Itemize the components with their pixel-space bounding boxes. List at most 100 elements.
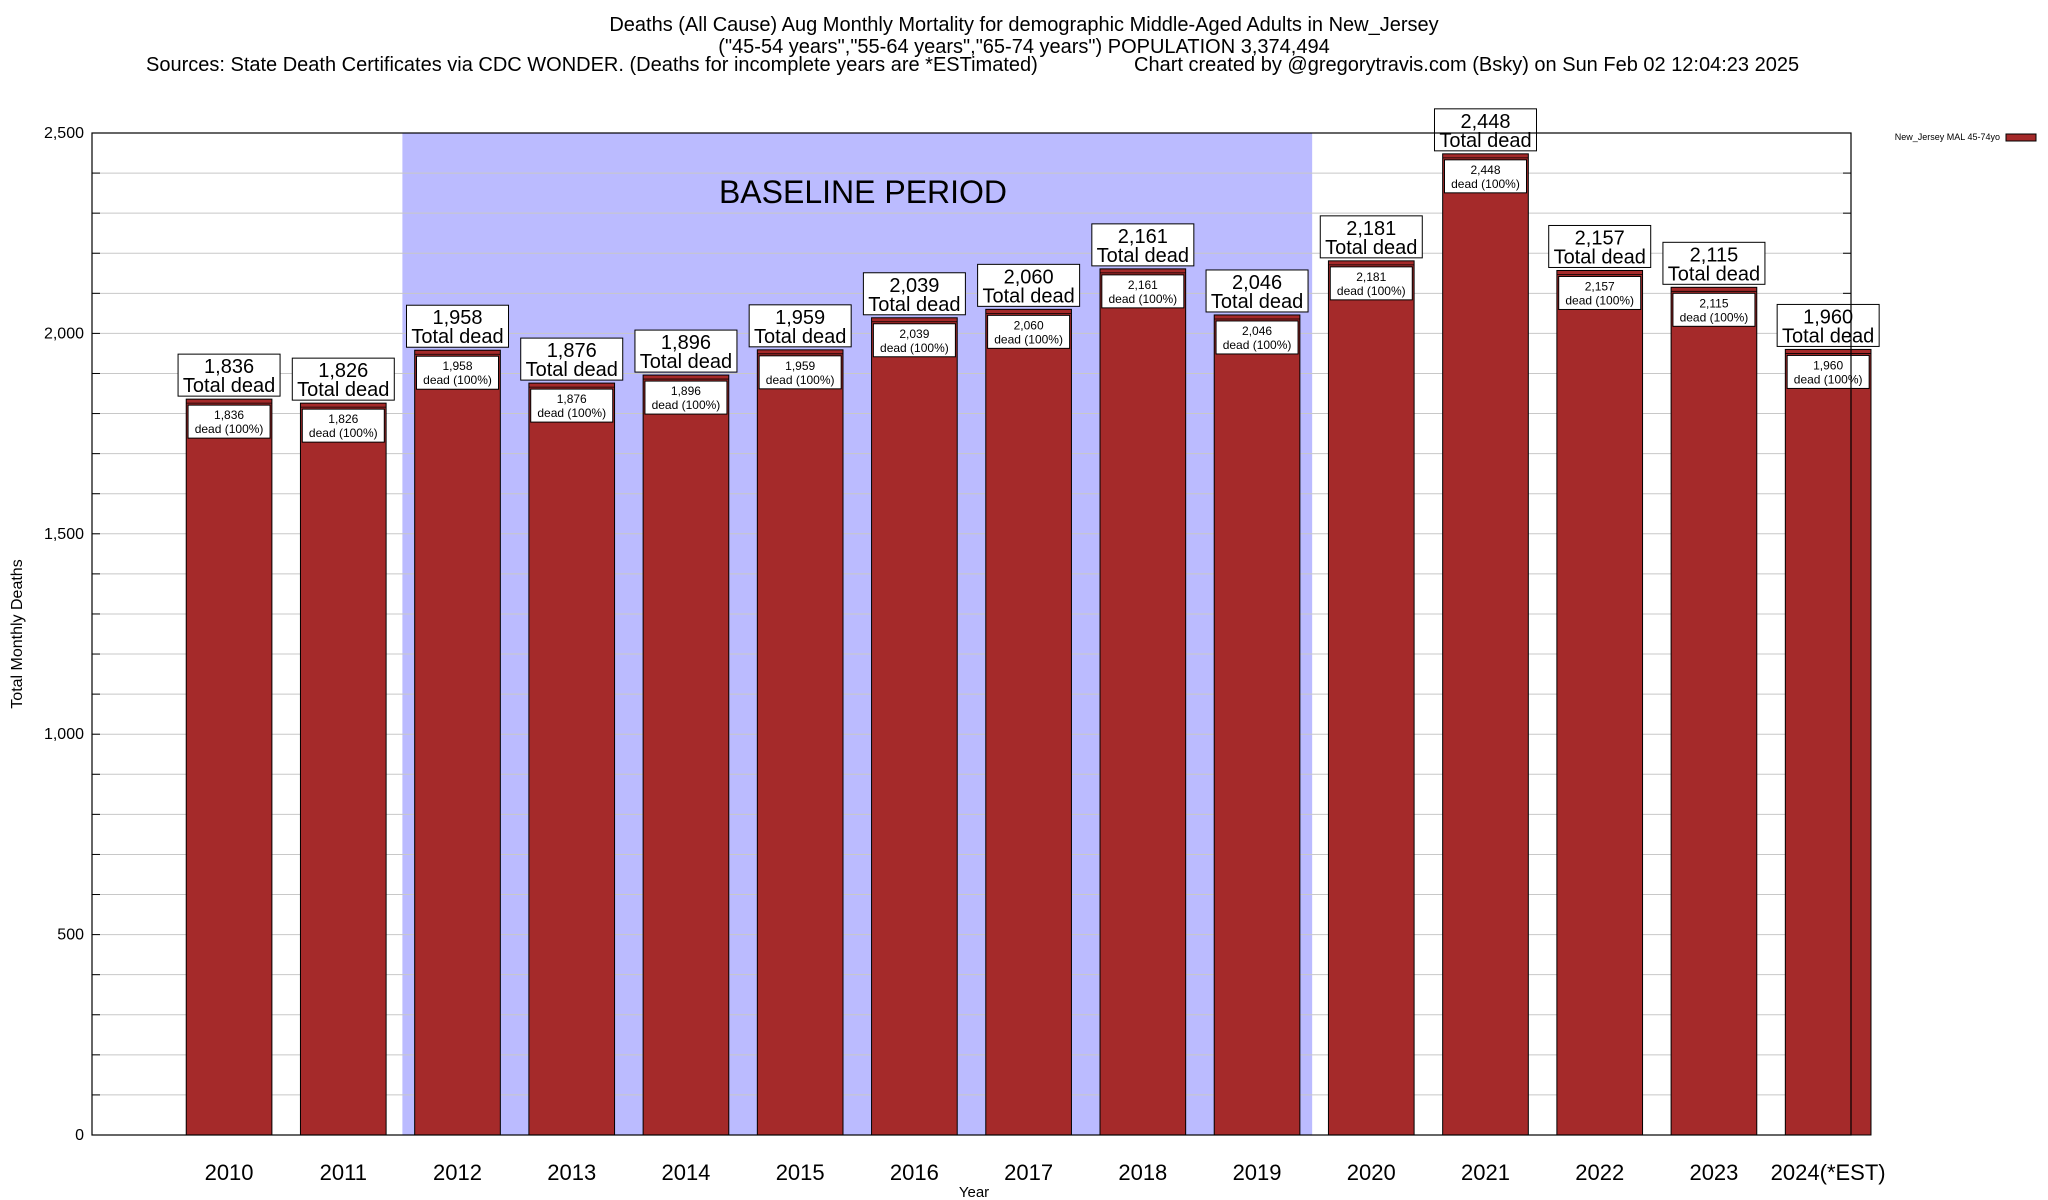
total-dead-label: Total dead <box>1782 325 1874 347</box>
y-tick-label: 1,000 <box>44 726 84 743</box>
inner-value-label: 2,046 <box>1242 324 1272 338</box>
total-dead-label: Total dead <box>868 294 960 316</box>
total-dead-label: Total dead <box>411 326 503 348</box>
inner-percent-label: dead (100%) <box>880 341 949 355</box>
inner-label-box <box>1215 320 1299 355</box>
inner-percent-label: dead (100%) <box>537 406 606 420</box>
total-value-label: 1,896 <box>661 332 711 354</box>
inner-label-box <box>1443 159 1527 194</box>
bar <box>414 349 501 1136</box>
chart-sources: Sources: State Death Certificates via CD… <box>146 54 1038 76</box>
total-label-box <box>1205 269 1309 313</box>
total-label-box <box>862 272 966 316</box>
inner-percent-label: dead (100%) <box>1451 177 1520 191</box>
total-label-box <box>1776 303 1880 347</box>
total-value-label: 2,039 <box>889 275 939 297</box>
inner-percent-label: dead (100%) <box>1680 310 1749 324</box>
legend-label: New_Jersey MAL 45-74yo <box>1895 132 2000 142</box>
total-value-label: 1,958 <box>432 307 482 329</box>
x-tick-label: 2010 <box>205 1160 254 1185</box>
total-value-label: 1,960 <box>1803 306 1853 328</box>
total-dead-label: Total dead <box>982 285 1074 307</box>
bar <box>1670 286 1758 1136</box>
inner-percent-label: dead (100%) <box>1108 292 1177 306</box>
x-tick-label: 2018 <box>1118 1160 1167 1185</box>
x-tick-label: 2015 <box>776 1160 825 1185</box>
inner-value-label: 2,060 <box>1014 318 1044 332</box>
inner-label-box <box>1786 354 1870 389</box>
inner-percent-label: dead (100%) <box>195 422 264 436</box>
inner-value-label: 1,896 <box>671 384 701 398</box>
inner-value-label: 2,161 <box>1128 278 1158 292</box>
total-dead-label: Total dead <box>1211 291 1303 313</box>
inner-value-label: 1,958 <box>442 359 472 373</box>
x-tick-label: 2016 <box>890 1160 939 1185</box>
bar <box>871 317 958 1136</box>
y-tick-label: 0 <box>75 1127 84 1144</box>
bar <box>185 398 273 1136</box>
total-dead-label: Total dead <box>1668 263 1760 285</box>
plot-frame <box>91 132 1852 1136</box>
x-tick-label: 2012 <box>433 1160 482 1185</box>
total-label-box <box>1319 215 1423 259</box>
legend-swatch <box>2005 133 2037 142</box>
total-dead-label: Total dead <box>640 351 732 373</box>
inner-label-box <box>872 323 956 358</box>
y-tick-label: 500 <box>57 927 84 944</box>
inner-value-label: 2,115 <box>1699 296 1728 310</box>
bar <box>1213 314 1301 1136</box>
x-axis-label: Year <box>959 1184 989 1200</box>
x-tick-label: 2022 <box>1575 1160 1624 1185</box>
x-tick-label: 2017 <box>1004 1160 1053 1185</box>
total-value-label: 1,826 <box>318 360 368 382</box>
bar <box>299 402 387 1136</box>
bar <box>1099 268 1187 1136</box>
total-label-box <box>406 304 510 348</box>
inner-value-label: 2,157 <box>1585 279 1615 293</box>
total-dead-label: Total dead <box>1097 245 1189 267</box>
inner-percent-label: dead (100%) <box>1223 338 1292 352</box>
inner-label-box <box>758 355 842 390</box>
inner-value-label: 1,826 <box>328 412 358 426</box>
total-value-label: 2,060 <box>1004 266 1054 288</box>
bar <box>756 349 844 1136</box>
bar <box>1784 348 1872 1136</box>
bar <box>528 382 616 1136</box>
inner-value-label: 2,039 <box>899 327 929 341</box>
total-value-label: 2,157 <box>1575 227 1625 249</box>
inner-label-box <box>1558 275 1642 310</box>
inner-label-box <box>1672 292 1756 327</box>
inner-label-box <box>1329 266 1413 301</box>
inner-label-box <box>530 388 614 423</box>
inner-percent-label: dead (100%) <box>1337 284 1406 298</box>
total-dead-label: Total dead <box>297 379 389 401</box>
x-tick-label: 2013 <box>547 1160 596 1185</box>
total-label-box <box>1548 224 1652 268</box>
total-value-label: 2,448 <box>1460 111 1510 133</box>
total-label-box <box>1433 108 1537 152</box>
total-dead-label: Total dead <box>754 326 846 348</box>
x-tick-label: 2014 <box>661 1160 710 1185</box>
total-value-label: 1,876 <box>547 340 597 362</box>
inner-value-label: 1,959 <box>785 359 815 373</box>
total-label-box <box>977 263 1081 307</box>
inner-label-box <box>1101 274 1185 309</box>
total-label-box <box>291 357 395 401</box>
chart-subtitle: ("45-54 years","55-64 years","65-74 year… <box>718 36 1330 58</box>
total-label-box <box>520 337 624 381</box>
chart-title-block: Deaths (All Cause) Aug Monthly Mortality… <box>0 14 2048 58</box>
total-label-box <box>177 353 281 397</box>
total-value-label: 1,836 <box>204 356 254 378</box>
inner-value-label: 1,876 <box>557 392 587 406</box>
inner-percent-label: dead (100%) <box>994 332 1063 346</box>
inner-label-box <box>987 314 1071 349</box>
inner-percent-label: dead (100%) <box>1794 372 1863 386</box>
total-value-label: 2,046 <box>1232 272 1282 294</box>
total-label-box <box>748 304 852 348</box>
total-label-box <box>634 329 738 373</box>
x-tick-label: 2024(*EST) <box>1771 1160 1886 1185</box>
x-tick-label: 2023 <box>1689 1160 1738 1185</box>
inner-percent-label: dead (100%) <box>309 426 378 440</box>
inner-label-box <box>416 355 500 390</box>
x-tick-label: 2020 <box>1347 1160 1396 1185</box>
